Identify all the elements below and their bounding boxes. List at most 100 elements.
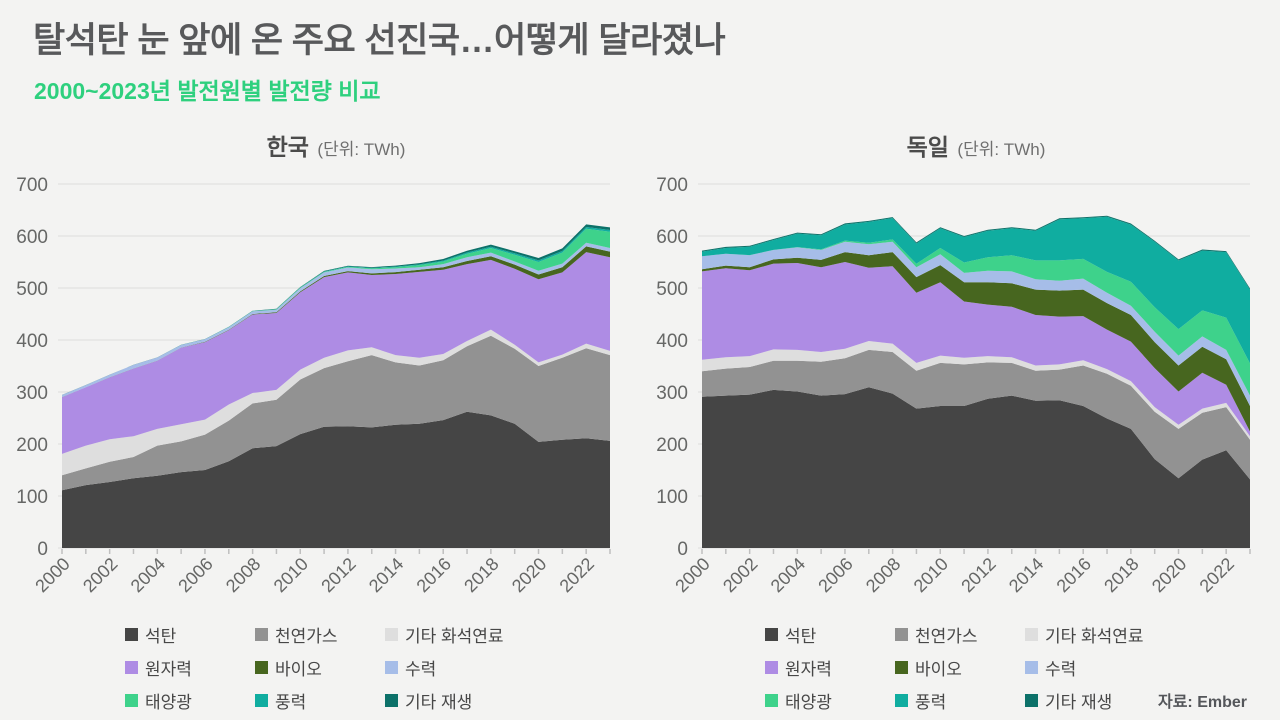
legend-item: 기타 화석연료 xyxy=(1025,623,1230,646)
legend-item: 바이오 xyxy=(895,656,1025,679)
legend-item: 태양광 xyxy=(765,689,895,712)
legend-swatch xyxy=(125,628,138,641)
y-tick-label: 400 xyxy=(16,331,48,352)
y-tick-label: 500 xyxy=(16,279,48,300)
legend-swatch xyxy=(385,628,398,641)
y-tick-label: 100 xyxy=(656,487,688,508)
x-tick-label: 2000 xyxy=(31,554,73,596)
chart-title-korea-name: 한국 xyxy=(266,134,309,160)
legend-item: 석탄 xyxy=(765,623,895,646)
x-tick-label: 2014 xyxy=(1005,554,1047,596)
legend-item: 바이오 xyxy=(255,656,385,679)
legend-swatch xyxy=(255,628,268,641)
y-tick-label: 300 xyxy=(656,383,688,404)
legend-swatch xyxy=(1025,694,1038,707)
area-series xyxy=(62,411,610,548)
x-tick-label: 2022 xyxy=(556,554,598,596)
area-series xyxy=(62,335,610,491)
legend-label: 수력 xyxy=(1045,660,1077,679)
x-tick-label: 2006 xyxy=(174,554,216,596)
legend-swatch xyxy=(125,661,138,674)
area-series xyxy=(702,349,1250,480)
legend-item: 천연가스 xyxy=(255,623,385,646)
y-tick-label: 500 xyxy=(656,279,688,300)
x-tick-label: 2014 xyxy=(365,554,407,596)
legend-label: 바이오 xyxy=(915,660,962,679)
legend-swatch xyxy=(895,694,908,707)
legend-label: 원자력 xyxy=(785,660,832,679)
legend-label: 풍력 xyxy=(915,693,947,712)
legend-swatch xyxy=(1025,628,1038,641)
page-subtitle: 2000~2023년 발전원별 발전량 비교 xyxy=(34,78,381,104)
legend-item: 원자력 xyxy=(765,656,895,679)
legend-item: 기타 화석연료 xyxy=(385,623,590,646)
legend-swatch xyxy=(385,694,398,707)
legend-label: 석탄 xyxy=(145,627,177,646)
legend-label: 수력 xyxy=(405,660,437,679)
x-tick-label: 2002 xyxy=(79,554,121,596)
legend-item: 태양광 xyxy=(125,689,255,712)
y-tick-label: 100 xyxy=(16,487,48,508)
x-tick-label: 2020 xyxy=(1148,554,1190,596)
legend-item: 석탄 xyxy=(125,623,255,646)
legend-item: 기타 재생 xyxy=(385,689,590,712)
legend-label: 석탄 xyxy=(785,627,817,646)
x-tick-label: 2018 xyxy=(1100,554,1142,596)
y-tick-label: 200 xyxy=(16,435,48,456)
y-tick-label: 600 xyxy=(16,227,48,248)
chart-title-germany-unit: (단위: TWh) xyxy=(957,140,1046,159)
legend-label: 천연가스 xyxy=(915,627,978,646)
legend-label: 천연가스 xyxy=(275,627,338,646)
y-tick-label: 700 xyxy=(656,175,688,196)
chart-title-korea-unit: (단위: TWh) xyxy=(317,140,406,159)
legend-label: 기타 재생 xyxy=(405,693,473,712)
x-tick-label: 2016 xyxy=(1053,554,1095,596)
legend-label: 기타 재생 xyxy=(1045,693,1113,712)
area-series xyxy=(702,387,1250,548)
x-tick-label: 2002 xyxy=(719,554,761,596)
legend-label: 태양광 xyxy=(145,693,192,712)
legend-swatch xyxy=(255,661,268,674)
x-tick-label: 2006 xyxy=(814,554,856,596)
legend-item: 천연가스 xyxy=(895,623,1025,646)
y-tick-label: 700 xyxy=(16,175,48,196)
y-tick-label: 0 xyxy=(37,539,48,560)
legend-swatch xyxy=(765,694,778,707)
legend-label: 기타 화석연료 xyxy=(1045,627,1144,646)
legend-swatch xyxy=(765,661,778,674)
x-tick-label: 2022 xyxy=(1196,554,1238,596)
legend-swatch xyxy=(1025,661,1038,674)
page-title: 탈석탄 눈 앞에 온 주요 선진국…어떻게 달라졌나 xyxy=(33,21,726,60)
legend-item: 수력 xyxy=(1025,656,1230,679)
legend-swatch xyxy=(125,694,138,707)
source-label: 자료: Ember xyxy=(1157,694,1247,711)
x-tick-label: 2008 xyxy=(222,554,264,596)
legend-swatch xyxy=(895,661,908,674)
legend-item: 풍력 xyxy=(895,689,1025,712)
x-tick-label: 2010 xyxy=(910,554,952,596)
y-tick-label: 300 xyxy=(16,383,48,404)
y-tick-label: 0 xyxy=(677,539,688,560)
x-tick-label: 2010 xyxy=(270,554,312,596)
chart-title-korea: 한국 (단위: TWh) xyxy=(62,128,610,162)
legend-item: 풍력 xyxy=(255,689,385,712)
area-series xyxy=(62,329,610,476)
chart-title-germany-name: 독일 xyxy=(906,134,949,160)
legend-item: 원자력 xyxy=(125,656,255,679)
legend-label: 태양광 xyxy=(785,693,832,712)
legend-swatch xyxy=(255,694,268,707)
legend-label: 기타 화석연료 xyxy=(405,627,504,646)
legend-item: 기타 재생 xyxy=(1025,689,1230,712)
area-series xyxy=(62,252,610,454)
chart-title-germany: 독일 (단위: TWh) xyxy=(702,128,1250,162)
y-tick-label: 200 xyxy=(656,435,688,456)
x-tick-label: 2018 xyxy=(460,554,502,596)
legend-swatch xyxy=(895,628,908,641)
x-tick-label: 2004 xyxy=(767,554,809,596)
legend-label: 원자력 xyxy=(145,660,192,679)
legend-swatch xyxy=(385,661,398,674)
